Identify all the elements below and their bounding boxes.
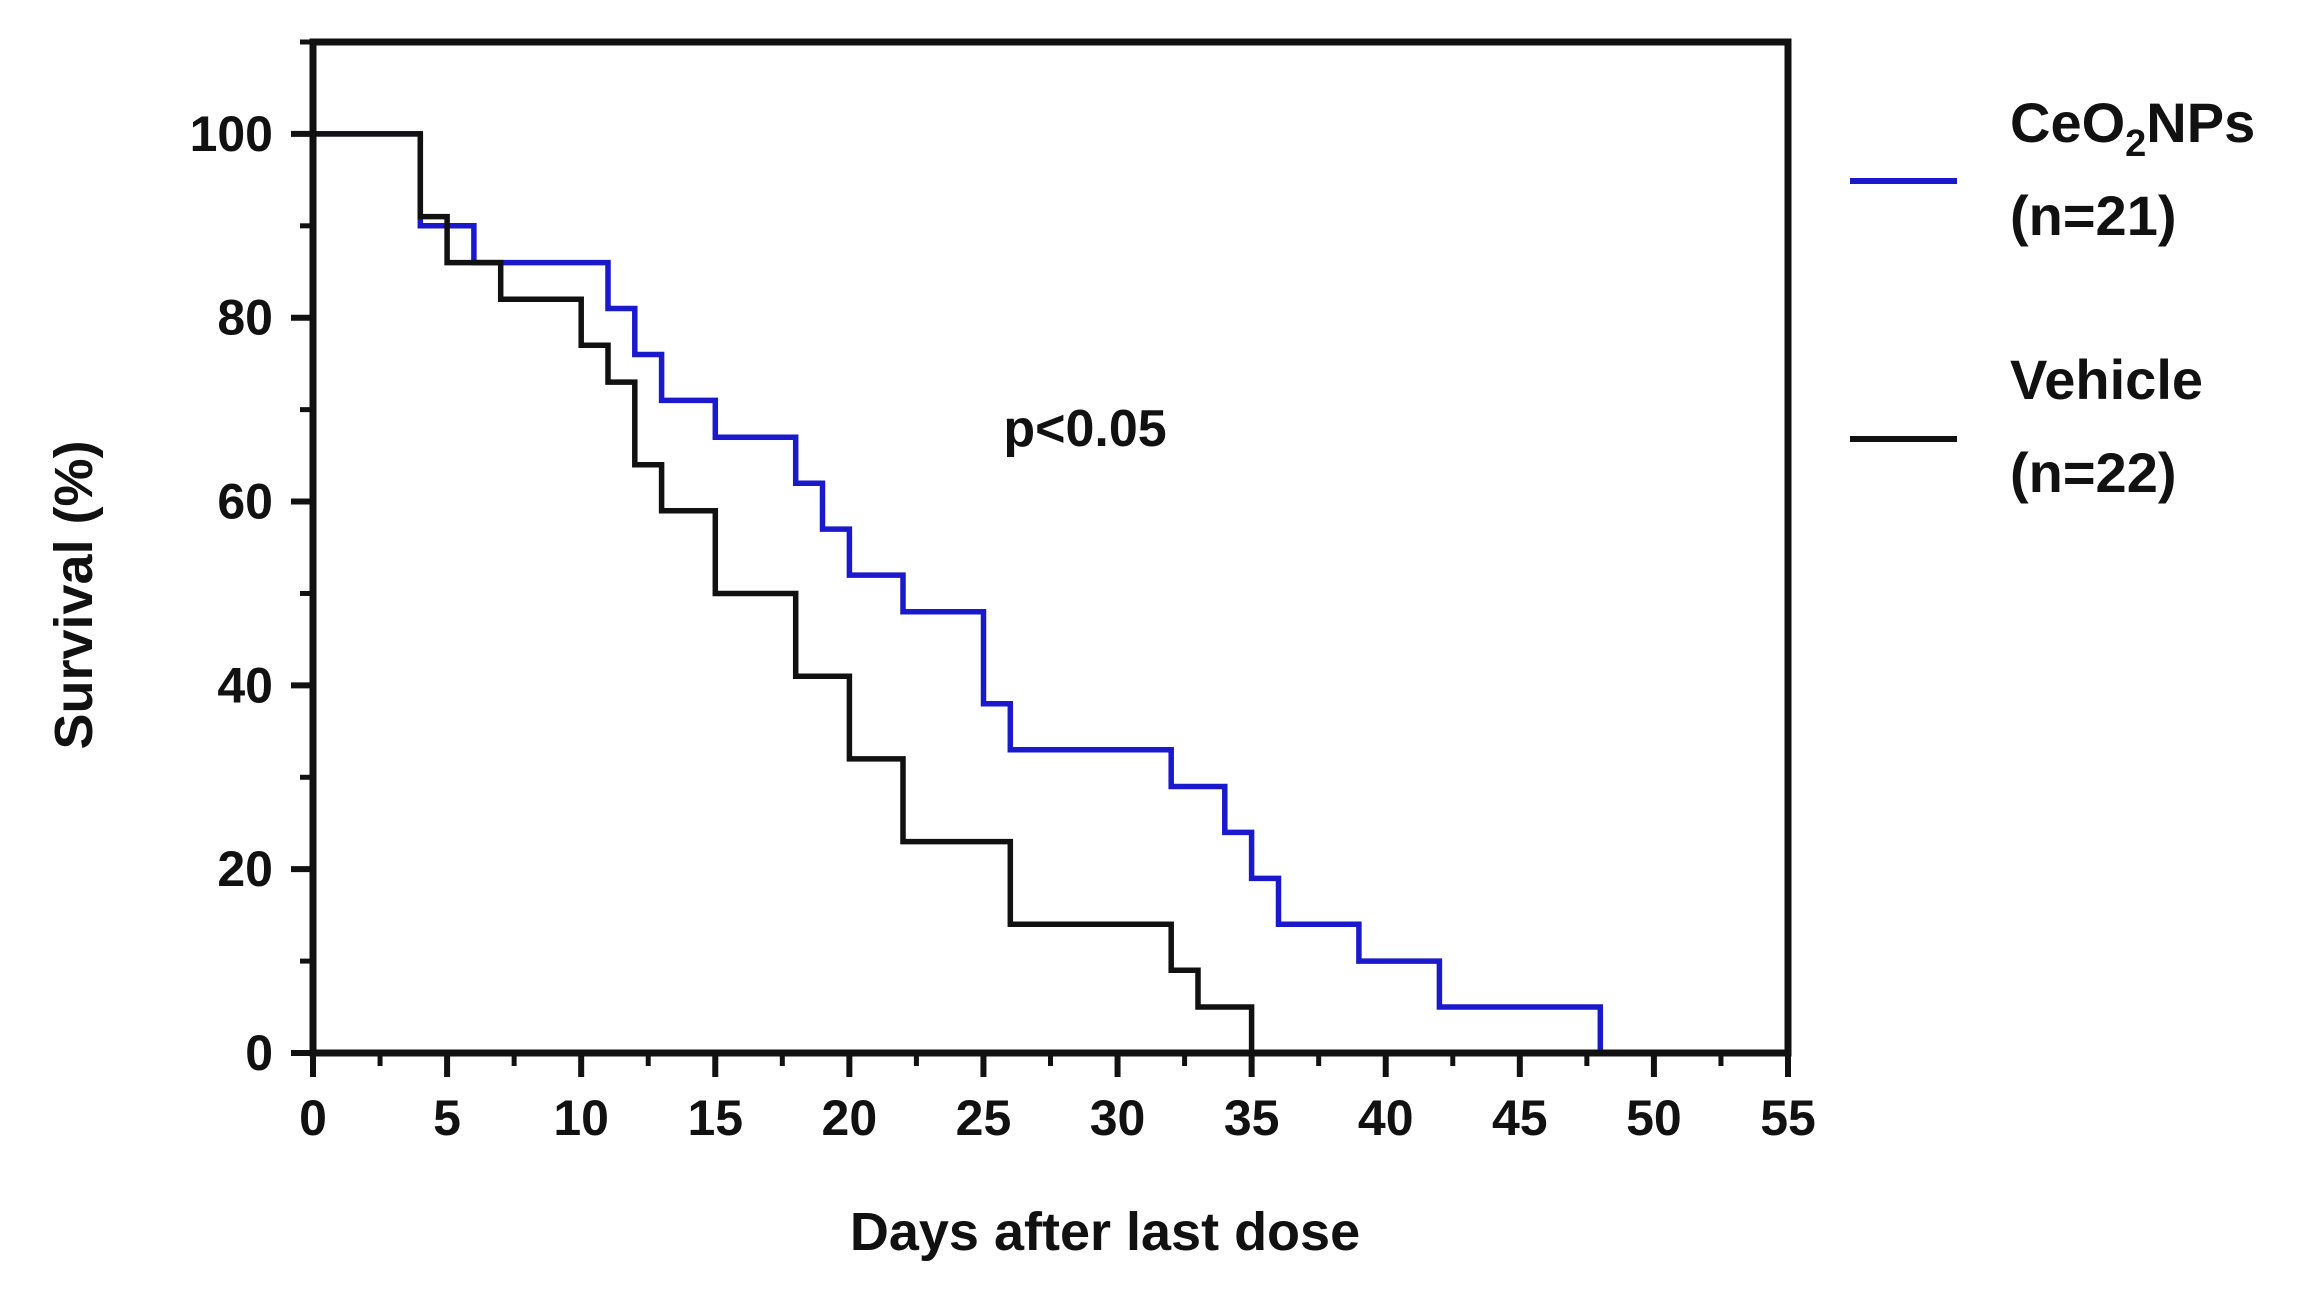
legend-label-ceo2nps: CeO2NPs — [2010, 91, 2255, 165]
legend-label-ceo2nps-tail: NPs — [2146, 91, 2255, 154]
x-tick-label: 40 — [1358, 1090, 1414, 1146]
y-tick-label: 20 — [217, 841, 273, 897]
x-tick-label: 30 — [1090, 1090, 1146, 1146]
x-tick-label: 35 — [1224, 1090, 1280, 1146]
legend-n-ceo2nps: (n=21) — [2010, 184, 2177, 247]
legend: CeO2NPs (n=21) Vehicle (n=22) — [1850, 91, 2255, 504]
x-tick-label: 45 — [1492, 1090, 1548, 1146]
legend-label-ceo2nps-main: CeO — [2010, 91, 2125, 154]
y-ticks: 0 20 40 60 80 100 — [190, 106, 313, 1081]
x-tick-label: 25 — [956, 1090, 1012, 1146]
x-tick-label: 10 — [553, 1090, 609, 1146]
x-tick-label: 0 — [299, 1090, 327, 1146]
x-axis-title: Days after last dose — [850, 1202, 1360, 1262]
x-tick-label: 55 — [1760, 1090, 1816, 1146]
x-tick-label: 5 — [433, 1090, 461, 1146]
series-line-ceo2nps — [313, 131, 1604, 1053]
legend-label-vehicle: Vehicle — [2010, 348, 2203, 411]
plot-border — [309, 38, 1792, 1057]
y-tick-label: 40 — [217, 657, 273, 713]
y-tick-label: 60 — [217, 474, 273, 530]
x-tick-label: 50 — [1626, 1090, 1682, 1146]
y-tick-label: 0 — [245, 1025, 273, 1081]
p-value-annotation: p<0.05 — [1003, 400, 1166, 458]
legend-n-vehicle: (n=22) — [2010, 441, 2177, 504]
series-line-vehicle — [313, 131, 1255, 1053]
y-tick-label: 80 — [217, 290, 273, 346]
y-axis-title: Survival (%) — [44, 440, 104, 749]
legend-label-ceo2nps-sub: 2 — [2125, 123, 2146, 165]
x-tick-label: 15 — [687, 1090, 743, 1146]
series-layer — [313, 131, 1604, 1053]
plot-frame — [309, 38, 1792, 1057]
x-tick-label: 20 — [822, 1090, 878, 1146]
x-ticks: 0 5 10 15 20 25 30 35 40 45 50 55 — [299, 1053, 1816, 1146]
y-tick-label: 100 — [190, 106, 273, 162]
